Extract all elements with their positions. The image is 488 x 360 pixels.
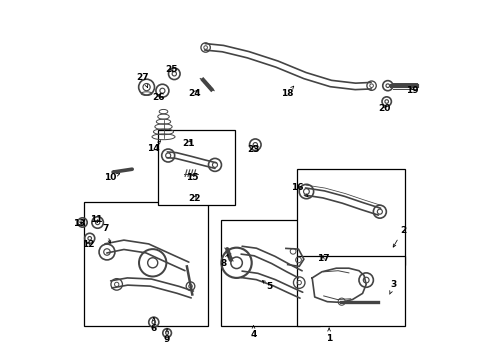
Text: 2: 2 <box>392 226 405 247</box>
Text: 13: 13 <box>73 219 85 228</box>
Text: 22: 22 <box>187 194 200 203</box>
Text: 4: 4 <box>250 325 256 338</box>
Bar <box>158 130 235 205</box>
Text: 24: 24 <box>188 89 201 98</box>
Text: 7: 7 <box>102 224 111 243</box>
Bar <box>296 169 404 265</box>
Text: 26: 26 <box>152 93 164 102</box>
Text: 1: 1 <box>325 328 331 343</box>
Text: 12: 12 <box>81 240 94 249</box>
Text: 21: 21 <box>182 139 195 148</box>
Text: 11: 11 <box>90 215 102 224</box>
Text: 20: 20 <box>377 104 389 113</box>
Text: 8: 8 <box>221 255 227 268</box>
Text: 15: 15 <box>185 173 198 181</box>
Text: 16: 16 <box>291 184 307 197</box>
Text: 19: 19 <box>405 86 417 95</box>
Text: 10: 10 <box>104 173 120 181</box>
Text: 6: 6 <box>150 318 157 333</box>
Bar <box>221 220 320 326</box>
Bar <box>84 202 208 326</box>
Text: 3: 3 <box>389 280 396 294</box>
Text: 25: 25 <box>165 65 178 74</box>
Text: 27: 27 <box>136 73 149 87</box>
Text: 14: 14 <box>147 141 160 153</box>
Text: 9: 9 <box>163 329 170 343</box>
Text: 23: 23 <box>247 145 259 154</box>
Text: 5: 5 <box>262 280 272 291</box>
Bar <box>296 256 404 326</box>
Text: 18: 18 <box>280 86 293 98</box>
Text: 17: 17 <box>316 254 328 263</box>
